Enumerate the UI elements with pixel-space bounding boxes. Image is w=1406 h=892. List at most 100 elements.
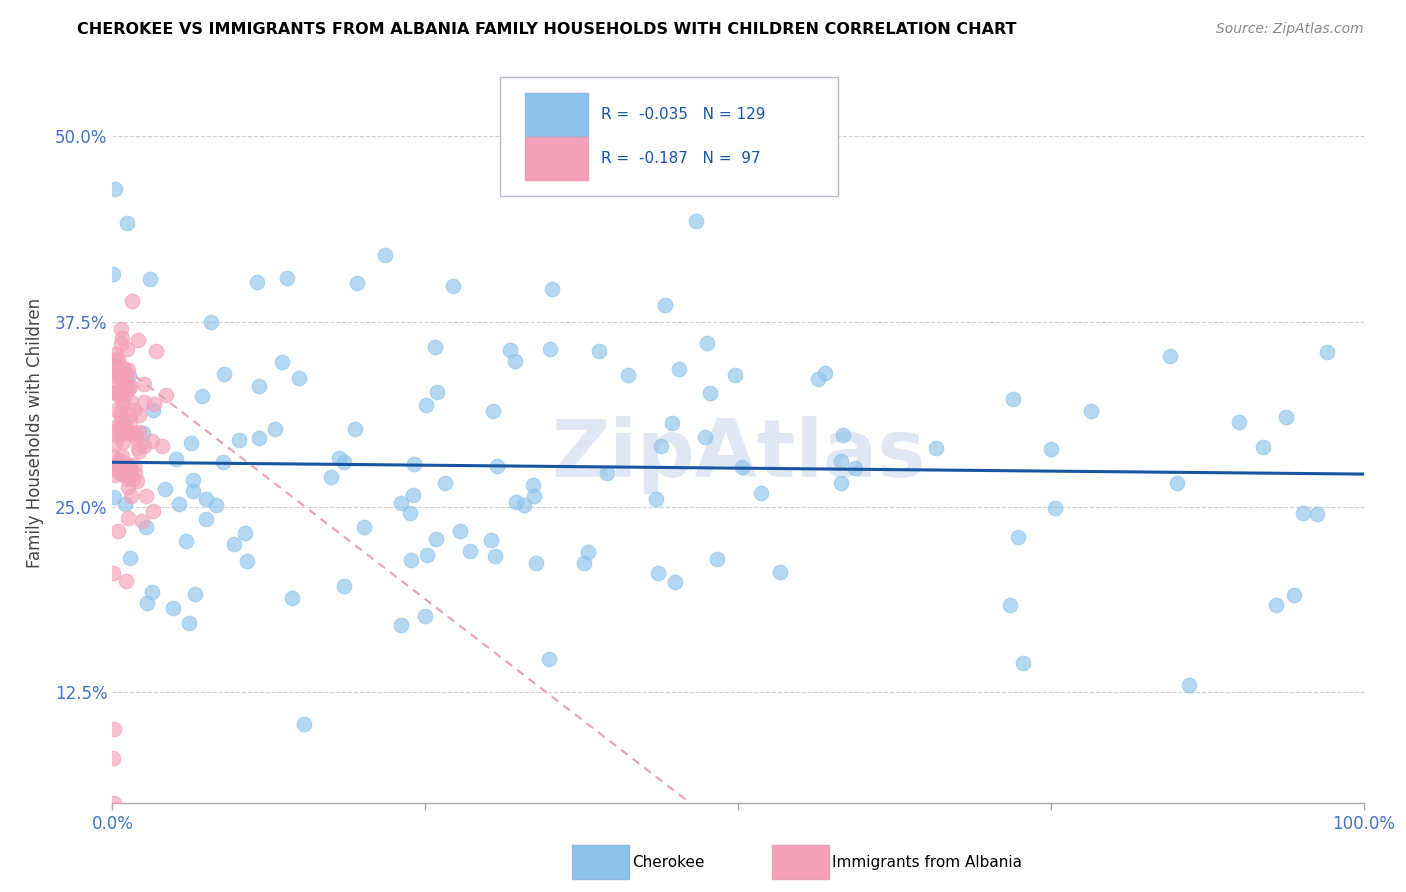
Point <box>706 552 728 566</box>
Point <box>112 414 135 428</box>
Point <box>110 322 132 336</box>
Point <box>647 566 669 581</box>
Point <box>699 385 721 400</box>
Point <box>135 519 157 533</box>
Point <box>751 485 773 500</box>
Point <box>103 372 125 386</box>
Point <box>141 584 163 599</box>
Point <box>505 494 527 508</box>
Point <box>167 498 190 512</box>
Point <box>118 460 141 475</box>
Point <box>115 386 138 401</box>
Point <box>103 796 125 810</box>
Point <box>541 281 564 295</box>
Point <box>110 337 132 351</box>
Point <box>104 368 127 383</box>
Point <box>389 495 412 509</box>
Point <box>191 389 214 403</box>
Point <box>122 472 145 486</box>
Point <box>434 475 457 490</box>
FancyBboxPatch shape <box>526 137 588 180</box>
Point <box>423 341 446 355</box>
Point <box>271 355 294 369</box>
Point <box>112 420 135 434</box>
Point <box>107 352 129 367</box>
Point <box>181 484 204 499</box>
Point <box>103 490 125 504</box>
Point <box>104 436 127 450</box>
Point <box>353 520 375 534</box>
Point <box>1080 404 1102 418</box>
Point <box>162 601 184 615</box>
Point <box>105 423 128 437</box>
Point <box>194 491 217 506</box>
Point <box>103 359 125 373</box>
Point <box>616 368 638 382</box>
Point <box>114 497 136 511</box>
Point <box>118 369 141 384</box>
Point <box>664 575 686 590</box>
Point <box>114 467 136 482</box>
Point <box>111 396 134 410</box>
Point <box>118 551 141 566</box>
Point <box>346 276 368 290</box>
Point <box>108 419 131 434</box>
Point <box>1306 507 1329 521</box>
Point <box>177 616 200 631</box>
Point <box>513 498 536 512</box>
Point <box>110 450 132 464</box>
Point <box>499 343 522 357</box>
Point <box>165 452 187 467</box>
Point <box>328 451 350 466</box>
Point <box>769 566 792 580</box>
Point <box>1166 475 1188 490</box>
Point <box>103 449 125 463</box>
Point <box>122 458 145 472</box>
Point <box>127 442 149 456</box>
Point <box>588 343 610 358</box>
Point <box>128 408 150 422</box>
Point <box>416 548 439 562</box>
Point <box>1159 349 1181 363</box>
Point <box>103 722 125 736</box>
Point <box>1007 530 1029 544</box>
Point <box>101 566 124 580</box>
Point <box>125 431 148 445</box>
Point <box>458 543 481 558</box>
Point <box>120 427 142 442</box>
Point <box>522 477 544 491</box>
Point <box>264 422 287 436</box>
Point <box>105 419 128 434</box>
Point <box>124 466 146 480</box>
Point <box>142 396 165 410</box>
Point <box>128 443 150 458</box>
Point <box>105 351 128 366</box>
Point <box>112 361 135 376</box>
FancyBboxPatch shape <box>772 845 830 879</box>
Point <box>503 354 526 368</box>
Point <box>101 385 124 400</box>
Point <box>391 618 413 632</box>
Point <box>523 489 546 503</box>
Point <box>276 270 298 285</box>
Point <box>111 376 134 391</box>
Point <box>112 363 135 377</box>
Point <box>1251 440 1274 454</box>
Point <box>830 454 852 468</box>
Point <box>104 347 127 361</box>
Point <box>668 362 690 376</box>
Point <box>1227 415 1250 429</box>
Point <box>449 524 471 538</box>
Point <box>724 368 747 383</box>
Text: ZipAtlas: ZipAtlas <box>551 416 925 494</box>
Point <box>120 414 142 428</box>
Point <box>117 468 139 483</box>
Point <box>1282 588 1305 602</box>
FancyBboxPatch shape <box>501 78 838 195</box>
Point <box>142 403 165 417</box>
Point <box>135 489 157 503</box>
Point <box>184 587 207 601</box>
Point <box>374 247 396 261</box>
Point <box>332 455 354 469</box>
Point <box>108 466 131 480</box>
